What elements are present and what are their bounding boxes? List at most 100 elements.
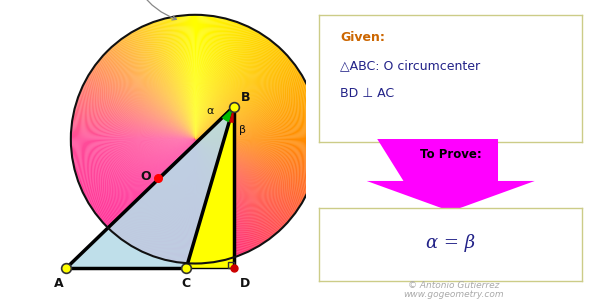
Wedge shape [195,115,318,139]
Wedge shape [195,139,238,256]
Wedge shape [149,139,195,255]
Wedge shape [195,25,247,139]
Wedge shape [195,139,293,217]
Wedge shape [195,18,225,139]
Wedge shape [176,139,195,262]
Wedge shape [195,38,269,139]
Wedge shape [72,139,195,159]
Wedge shape [75,106,195,139]
Wedge shape [150,139,195,255]
Wedge shape [195,139,241,255]
Wedge shape [180,16,195,139]
Wedge shape [194,139,195,264]
Wedge shape [195,139,257,247]
Wedge shape [77,100,195,139]
Wedge shape [195,36,266,139]
Wedge shape [147,139,195,254]
Wedge shape [193,139,195,264]
Wedge shape [195,139,273,237]
Wedge shape [73,139,195,162]
Wedge shape [195,139,316,168]
Wedge shape [97,62,195,139]
Wedge shape [195,98,313,139]
Wedge shape [125,36,195,139]
Wedge shape [195,139,315,175]
Wedge shape [195,56,289,139]
Wedge shape [90,139,195,206]
Wedge shape [195,44,276,139]
Wedge shape [94,139,195,212]
Wedge shape [195,95,312,139]
Text: B: B [241,91,251,104]
Wedge shape [195,139,285,226]
Wedge shape [195,139,296,214]
Wedge shape [195,139,260,246]
Wedge shape [98,61,195,139]
Wedge shape [192,15,195,139]
Wedge shape [181,139,195,263]
Wedge shape [195,92,310,139]
Wedge shape [195,72,301,139]
Wedge shape [195,139,310,187]
Wedge shape [176,16,195,139]
Wedge shape [195,139,265,243]
Wedge shape [195,74,301,139]
Wedge shape [195,107,316,139]
Wedge shape [111,139,195,232]
Wedge shape [74,109,195,139]
Wedge shape [195,45,278,139]
Wedge shape [74,139,195,167]
Wedge shape [165,18,195,139]
Wedge shape [79,139,195,184]
Wedge shape [195,19,227,139]
Wedge shape [78,139,195,181]
Wedge shape [195,139,230,259]
Wedge shape [125,139,195,243]
Wedge shape [75,139,195,172]
Wedge shape [72,119,195,139]
Wedge shape [195,73,301,139]
Wedge shape [93,67,195,139]
Wedge shape [179,139,195,263]
Wedge shape [189,15,195,139]
Wedge shape [195,123,319,139]
Wedge shape [156,21,195,139]
Wedge shape [161,139,195,259]
Wedge shape [195,101,314,139]
Wedge shape [195,24,245,139]
Wedge shape [88,74,195,139]
Wedge shape [170,139,195,261]
Wedge shape [195,53,285,139]
Wedge shape [195,65,296,139]
Wedge shape [195,16,216,139]
Wedge shape [124,37,195,139]
Wedge shape [195,52,285,139]
Wedge shape [85,139,195,199]
Wedge shape [71,139,195,150]
Wedge shape [195,139,282,229]
Wedge shape [182,139,195,263]
Wedge shape [195,139,307,195]
Wedge shape [82,139,195,193]
Wedge shape [195,37,267,139]
Wedge shape [96,63,195,139]
Wedge shape [106,139,195,226]
Wedge shape [195,139,317,164]
Wedge shape [116,139,195,236]
Wedge shape [195,20,230,139]
Wedge shape [186,139,195,263]
Wedge shape [195,139,232,259]
Wedge shape [195,139,313,178]
Wedge shape [88,139,195,203]
Wedge shape [161,19,195,139]
Wedge shape [127,139,195,244]
Wedge shape [195,128,319,139]
Wedge shape [195,15,204,139]
Wedge shape [135,139,195,249]
Wedge shape [73,139,195,166]
Wedge shape [113,139,195,234]
Wedge shape [195,139,307,194]
Wedge shape [166,18,195,139]
Wedge shape [119,40,195,139]
Wedge shape [86,79,195,139]
